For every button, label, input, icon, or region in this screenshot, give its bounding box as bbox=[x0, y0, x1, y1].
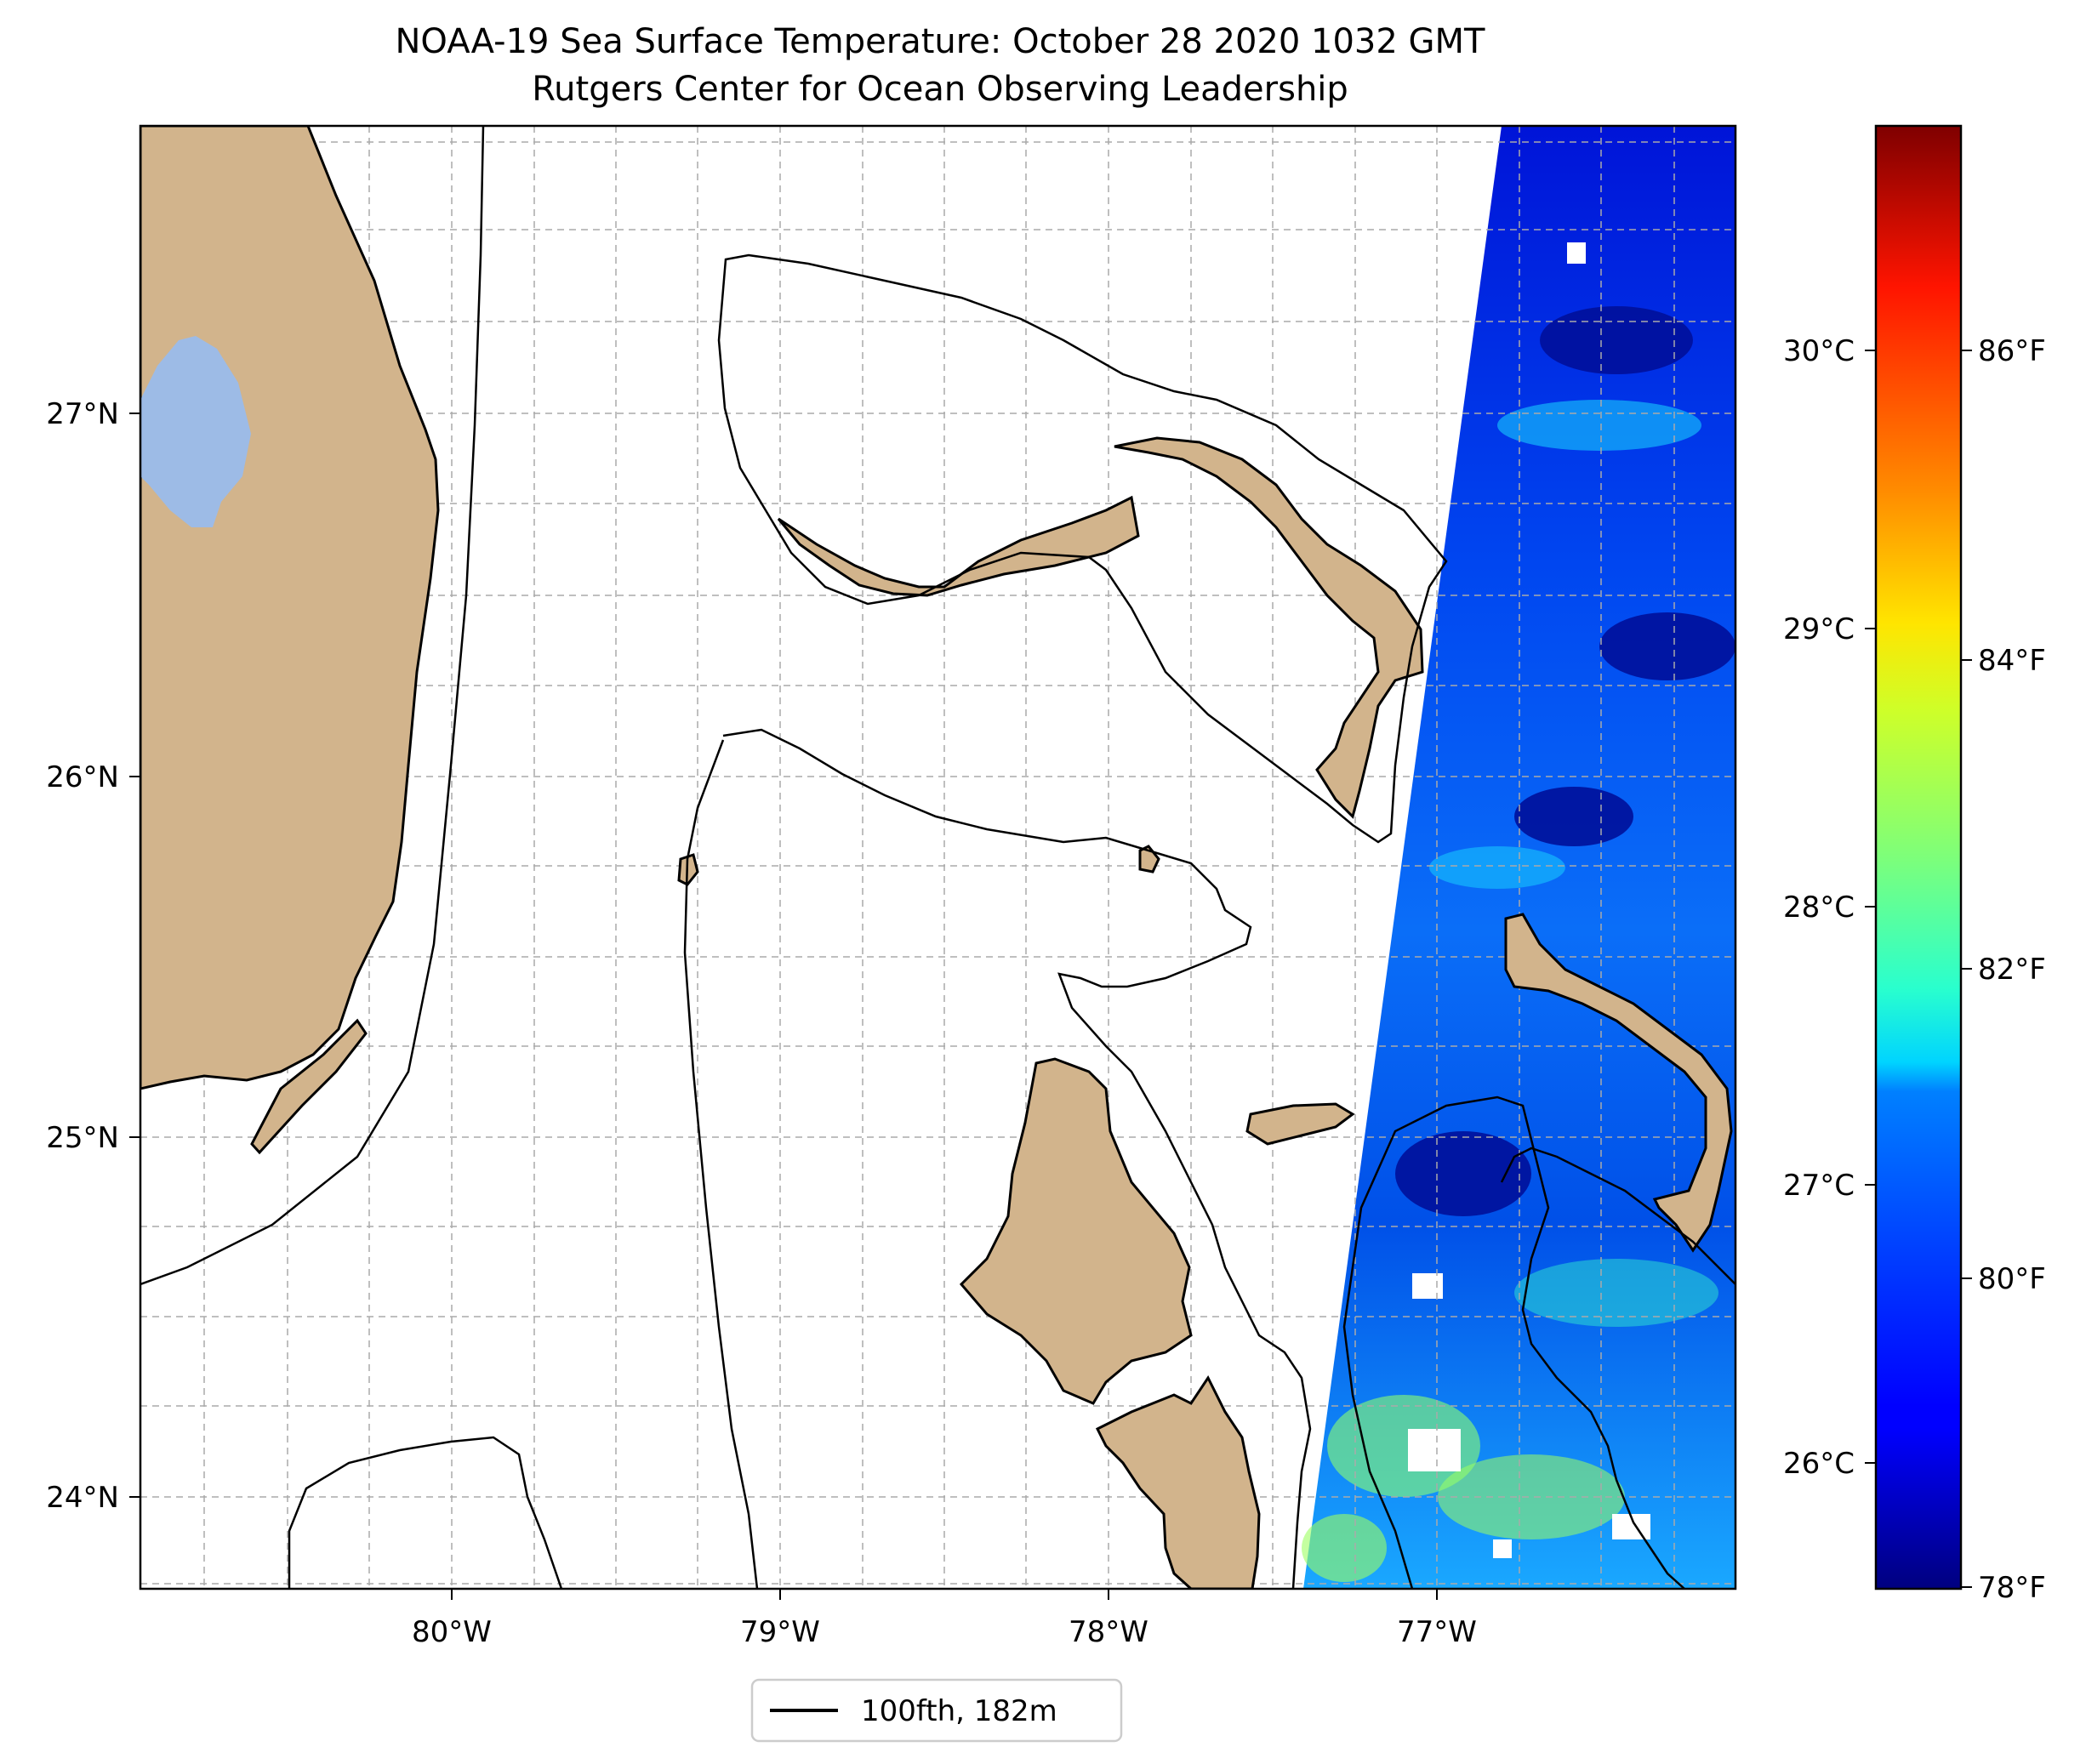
berry-islands bbox=[1138, 845, 1160, 873]
andros-south bbox=[1095, 1375, 1261, 1589]
colorbar-gradient bbox=[1874, 124, 1963, 1590]
lon-labels: 80°W 79°W 78°W 77°W bbox=[412, 1615, 1477, 1649]
isobath-100fth bbox=[140, 126, 1735, 1589]
fahrenheit-tick-label: 80°F bbox=[1978, 1262, 2046, 1296]
map-title: NOAA-19 Sea Surface Temperature: October… bbox=[395, 22, 1485, 61]
eleuthera bbox=[1504, 913, 1733, 1253]
map-subtitle: Rutgers Center for Ocean Observing Leade… bbox=[532, 70, 1348, 109]
lon-label: 79°W bbox=[740, 1615, 820, 1649]
new-providence bbox=[1245, 1102, 1355, 1146]
lon-label: 77°W bbox=[1397, 1615, 1477, 1649]
lon-label: 78°W bbox=[1069, 1615, 1148, 1649]
lat-label: 24°N bbox=[46, 1481, 119, 1515]
abaco bbox=[1114, 436, 1424, 819]
lat-labels: 27°N 26°N 25°N 24°N bbox=[46, 397, 119, 1515]
florida-keys bbox=[250, 1018, 368, 1155]
lon-label: 80°W bbox=[412, 1615, 492, 1649]
lon-ticks bbox=[451, 1589, 1438, 1600]
fahrenheit-tick-label: 86°F bbox=[1978, 334, 2046, 368]
fahrenheit-tick-label: 84°F bbox=[1978, 644, 2046, 678]
bimini bbox=[677, 853, 699, 886]
fahrenheit-tick-label: 82°F bbox=[1978, 953, 2046, 987]
lat-ticks bbox=[129, 413, 140, 1498]
celsius-tick-label: 28°C bbox=[1783, 891, 1855, 925]
map-panel: 27°N 26°N 25°N 24°N 80°W 79°W 78°W 77°W bbox=[46, 124, 1737, 1649]
celsius-tick-label: 30°C bbox=[1783, 334, 1855, 368]
lat-label: 26°N bbox=[46, 760, 119, 794]
legend: 100fth, 182m bbox=[750, 1678, 1123, 1743]
colorbar: 30°C 29°C 28°C 27°C 26°C 86°F 84°F 82°F … bbox=[1783, 124, 2046, 1605]
map-frame bbox=[139, 124, 1737, 1590]
grand-bahama bbox=[777, 495, 1140, 597]
lat-label: 25°N bbox=[46, 1121, 119, 1155]
andros bbox=[959, 1057, 1193, 1405]
lake-okeechobee bbox=[140, 336, 251, 527]
fahrenheit-tick-label: 78°F bbox=[1978, 1571, 2046, 1605]
legend-label: 100fth, 182m bbox=[861, 1694, 1057, 1728]
celsius-tick-label: 26°C bbox=[1783, 1447, 1855, 1481]
celsius-tick-label: 27°C bbox=[1783, 1169, 1855, 1203]
lat-label: 27°N bbox=[46, 397, 119, 431]
celsius-tick-label: 29°C bbox=[1783, 612, 1855, 646]
legend-box bbox=[750, 1678, 1123, 1743]
